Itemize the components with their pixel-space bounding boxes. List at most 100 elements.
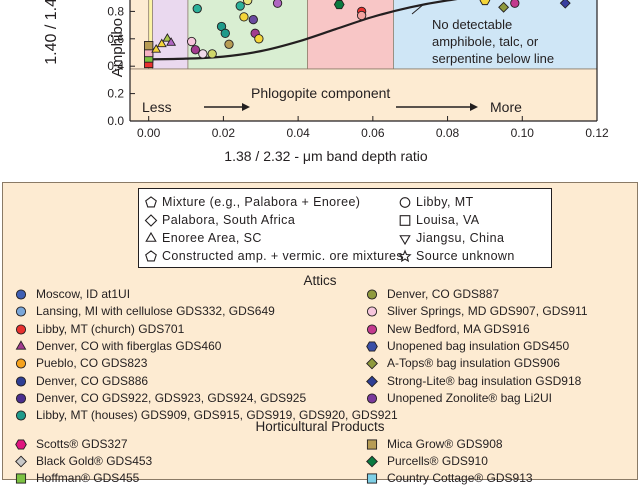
band-region-2: [152, 0, 188, 69]
x-tick-label-3: 0.06: [361, 126, 385, 140]
attics-left-item-0-icon: [15, 289, 27, 300]
arrow-more-label: More: [490, 99, 522, 115]
shape-legend-item-6-label: Jiangsu, China: [416, 231, 505, 245]
attics-left-item-4-label: Pueblo, CO GDS823: [36, 356, 148, 371]
attics-right-item-0-icon-shape: [366, 289, 378, 300]
attics-left-item-7-label: Libby, MT (houses) GDS909, GDS915, GDS91…: [36, 408, 398, 423]
attics-left-item-2-icon-shape: [15, 324, 27, 335]
shape-legend-item-0-label: Mixture (e.g., Palabora + Enoree): [162, 195, 361, 209]
horticultural-left-item-0-label: Scotts® GDS327: [36, 437, 128, 451]
attics-left-item-5-icon: [15, 375, 27, 387]
shape-legend-item-4-label: Libby, MT: [416, 195, 474, 209]
attics-right-item-2-icon-shape: [366, 324, 378, 335]
horticultural-left-item-0-icon-shape: [15, 439, 27, 450]
shape-legend-item-3-label: Constructed amp. + vermic. ore mixtures: [162, 249, 404, 263]
horticultural-left-item-1-icon: [15, 455, 27, 468]
attics-right-item-3-label: Unopened bag insulation GDS450: [387, 338, 570, 353]
arrow-component-label: Phlogopite component: [251, 85, 390, 101]
lower-region: [130, 68, 597, 121]
band-region-1: [148, 0, 153, 69]
attics-right-item-4-label: A-Tops® bag insulation GDS906: [387, 356, 560, 371]
data-point-28: [510, 0, 520, 8]
attics-right-item-0-label: Denver, CO GDS887: [387, 287, 500, 301]
shape-legend-item-5-label: Louisa, VA: [416, 213, 480, 227]
attics-right-item-5-icon-shape: [366, 375, 378, 387]
data-point-9: [190, 45, 201, 55]
shape-legend-item-5-icon-shape: [399, 215, 411, 226]
horticultural-right-item-2-icon: [366, 473, 378, 484]
horticultural-right-item-1-icon-shape: [366, 455, 378, 468]
horticultural-left-item-0-icon: [15, 439, 27, 450]
data-point-16: [235, 1, 245, 11]
shape-legend: [138, 188, 552, 268]
data-point-29: [559, 0, 571, 9]
attics-left-item-5-label: Denver, CO GDS886: [36, 373, 149, 388]
attics-left-item-1-icon: [15, 306, 27, 317]
data-point-26: [479, 0, 491, 6]
attics-right-item-5-icon: [366, 375, 378, 387]
attics-right-item-2-label: New Bedford, MA GDS916: [387, 321, 530, 336]
data-point-4: [151, 44, 162, 53]
shape-legend-item-7-label: Source unknown: [416, 249, 515, 263]
horticultural-left-item-1-icon-shape: [15, 455, 27, 468]
data-point-25: [356, 10, 367, 21]
shape-legend-item-7-icon: [398, 249, 412, 263]
horticultural-left-item-2-icon: [15, 473, 27, 484]
attics-left-item-4-icon: [15, 358, 27, 369]
data-point-5: [156, 38, 167, 48]
attics-right-item-4-icon-shape: [366, 357, 378, 370]
axes: 0.00 0.02 0.04 0.06 0.08 0.10 0.12 0.0 0.2 0.4 0.6…: [107, 0, 609, 140]
attics-left-item-5-icon-shape: [15, 375, 27, 387]
attics-title: Attics: [303, 273, 337, 288]
attics-right-item-1-label: Sliver Springs, MD GDS907, GDS911: [387, 304, 588, 319]
attics-left-item-0-icon-shape: [15, 289, 27, 300]
horticultural-right-item-0-icon-shape: [366, 439, 378, 450]
region-label: Amphibo: [109, 18, 126, 77]
note-line-1: No detectable: [432, 17, 512, 32]
arrow-less-label: Less: [142, 99, 172, 115]
note-line-3: serpentine below line: [432, 51, 554, 66]
horticultural-left-item-2-label: Hoffman® GDS455: [36, 471, 140, 485]
attics-left-item-7-icon-shape: [15, 410, 27, 421]
horticultural-left-item-2-icon-shape: [15, 473, 27, 484]
shape-legend-item-1-icon: [144, 214, 158, 227]
x-axis-label: 1.38 / 2.32 - μm band depth ratio: [224, 148, 428, 164]
shape-legend-item-4-icon-shape: [399, 197, 411, 208]
x-tick-label-1: 0.02: [212, 126, 236, 140]
horticultural-right-item-1-icon: [366, 455, 378, 468]
shape-legend-item-0-icon-shape: [145, 196, 157, 208]
shape-legend-item-3-icon: [145, 250, 157, 262]
data-point-12: [207, 49, 217, 59]
attics-left-item-1-label: Lansing, MI with cellulose GDS332, GDS64…: [36, 304, 275, 319]
attics-left-item-0-label: Moscow, ID at1UI: [36, 287, 131, 301]
scatter-chart: 0.00 0.02 0.04 0.06 0.08 0.10 0.12 0.0 0.2 0.4 0.6…: [43, 0, 609, 164]
attics-right-item-2-icon: [366, 324, 378, 335]
attics-right-item-4-icon: [366, 357, 378, 370]
horticultural-title: Horticultural Products: [255, 419, 385, 434]
attics-right-item-6-label: Unopened Zonolite® bag Li2UI: [387, 390, 552, 405]
horticultural-right-item-0-label: Mica Grow® GDS908: [387, 437, 503, 451]
horticultural-left-item-1-label: Black Gold® GDS453: [36, 454, 153, 468]
shape-legend-item-7-icon-shape: [398, 249, 412, 263]
data-point-3: [144, 41, 154, 51]
band-region-0: [130, 0, 149, 69]
shape-legend-item-3-icon-shape: [145, 250, 157, 262]
y-tick-label-4: 0.8: [107, 4, 124, 18]
horticultural-right-item-0-icon: [366, 439, 378, 450]
attics-left-item-2-label: Libby, MT (church) GDS701: [36, 321, 185, 336]
attics-left-item-3-icon-shape: [15, 340, 27, 350]
attics-left-item-6-icon-shape: [15, 393, 27, 404]
data-point-10: [198, 49, 208, 59]
attics-right-item-1-icon: [366, 306, 378, 317]
horticultural-right-item-2-icon-shape: [366, 473, 378, 484]
shape-legend-item-6-icon: [399, 235, 411, 245]
y-tick-label-1: 0.2: [107, 87, 124, 101]
shape-legend-item-4-icon: [399, 197, 411, 208]
attics-right-item-3-icon-shape: [366, 341, 378, 352]
shape-legend-item-6-icon-shape: [399, 235, 411, 245]
shape-legend-item-0-icon: [145, 196, 157, 208]
data-point-27: [498, 1, 510, 13]
attics-right-item-6-icon-shape: [366, 393, 378, 404]
shape-legend-item-1-label: Palabora, South Africa: [162, 213, 296, 227]
y-tick-label-3: 0.6: [107, 32, 124, 46]
